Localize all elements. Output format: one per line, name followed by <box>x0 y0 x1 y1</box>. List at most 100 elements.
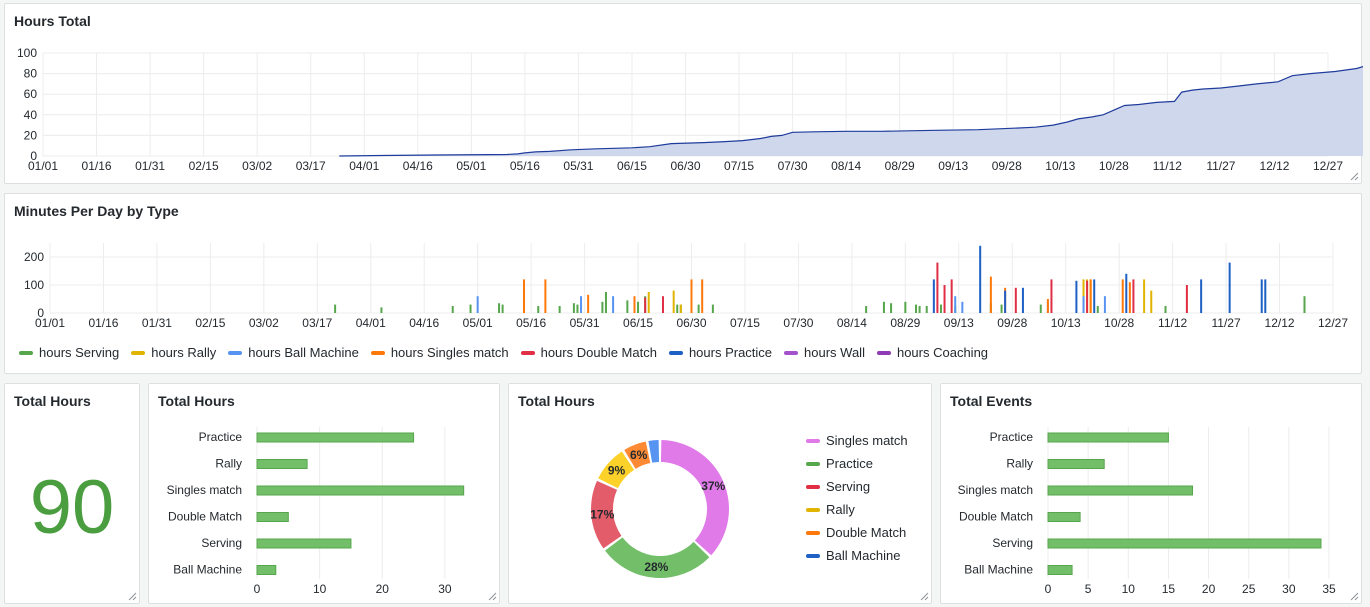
bar <box>580 296 583 313</box>
panel-total-hours-stat[interactable]: Total Hours 90 <box>4 383 140 604</box>
legend-item[interactable]: Double Match <box>806 521 908 544</box>
legend-item[interactable]: hours Practice <box>668 345 773 360</box>
category-label: Serving <box>992 536 1033 550</box>
category-label: Double Match <box>959 510 1033 524</box>
resize-handle-icon[interactable] <box>1349 171 1359 181</box>
legend-item[interactable]: hours Rally <box>131 345 216 360</box>
legend-label: hours Singles match <box>390 345 509 360</box>
legend-item[interactable]: hours Singles match <box>370 345 509 360</box>
category-label: Rally <box>1006 457 1033 471</box>
bar <box>697 304 700 313</box>
total-events-bar-chart[interactable]: 0 5 10 15 20 25 30 35 Practice Rally Singles match… <box>941 384 1363 605</box>
x-tick-label: 12/12 <box>1259 159 1289 173</box>
panel-total-hours-donut[interactable]: Total Hours 37% 28% 17% 9% 6% Singles match P… <box>508 383 932 604</box>
bar <box>672 290 675 313</box>
legend-label: hours Practice <box>688 345 773 360</box>
bar <box>451 306 454 313</box>
legend-label: Double Match <box>826 525 907 540</box>
panel-total-events[interactable]: Total Events 0 5 10 15 20 25 30 35 Practice Rally… <box>940 383 1362 604</box>
bar <box>1125 273 1128 313</box>
category-label: Practice <box>199 430 243 444</box>
x-tick-label: 01/16 <box>82 159 112 173</box>
x-tick-label: 09/28 <box>992 159 1022 173</box>
panel-hours-total[interactable]: Hours Total 01/01 01/16 01/31 02/15 03/02 03/… <box>4 3 1363 185</box>
slice-label: 37% <box>701 479 725 493</box>
legend-label: Practice <box>826 456 873 471</box>
minutes-per-day-chart[interactable]: 01/01 01/16 01/31 02/15 03/02 03/17 04/01 04/16… <box>5 194 1363 334</box>
legend-label: Serving <box>826 479 871 494</box>
y-tick-label: 0 <box>37 306 44 320</box>
panel-title[interactable]: Total Events <box>950 393 1033 409</box>
bar <box>626 300 629 313</box>
x-tick-label: 03/02 <box>242 159 272 173</box>
legend-item[interactable]: hours Wall <box>784 345 865 360</box>
bar <box>256 565 277 575</box>
x-tick-label: 11/27 <box>1206 159 1235 173</box>
bar <box>711 304 714 313</box>
category-label: Serving <box>201 536 242 550</box>
x-tick-label: 05/01 <box>456 159 486 173</box>
bar <box>989 276 992 313</box>
bar <box>1121 279 1124 313</box>
legend-item[interactable]: Ball Machine <box>806 544 908 567</box>
bar <box>1303 296 1306 313</box>
panel-title[interactable]: Minutes Per Day by Type <box>14 203 179 219</box>
category-label: Ball Machine <box>964 563 1033 577</box>
bar <box>1050 279 1053 313</box>
donut-slice <box>660 440 729 556</box>
bar <box>904 301 907 313</box>
y-tick-label: 100 <box>24 278 44 292</box>
legend-label: hours Wall <box>804 345 865 360</box>
total-hours-donut-chart[interactable]: 37% 28% 17% 9% 6% <box>509 384 799 605</box>
bar <box>690 279 693 313</box>
legend-item[interactable]: hours Serving <box>19 345 119 360</box>
bar <box>380 307 383 313</box>
panel-title[interactable]: Hours Total <box>14 13 91 29</box>
y-tick-label: 100 <box>17 46 37 60</box>
x-tick-label: 05/16 <box>510 159 540 173</box>
slice-label: 9% <box>608 464 626 478</box>
bar <box>1047 512 1081 522</box>
panel-title[interactable]: Total Hours <box>518 393 595 409</box>
legend-item[interactable]: hours Ball Machine <box>228 345 359 360</box>
panel-title[interactable]: Total Hours <box>14 393 91 409</box>
x-tick-label: 0 <box>254 582 261 596</box>
x-tick-label: 07/30 <box>783 316 813 330</box>
chart-legend: hours Serving hours Rally hours Ball Machi… <box>19 345 988 360</box>
bar <box>979 245 982 313</box>
legend-label: Rally <box>826 502 855 517</box>
x-tick-label: 07/30 <box>778 159 808 173</box>
resize-handle-icon[interactable] <box>919 591 929 601</box>
bar <box>939 304 942 313</box>
resize-handle-icon[interactable] <box>487 591 497 601</box>
total-hours-bar-chart[interactable]: 0 10 20 30 Practice Rally Singles match Double … <box>149 384 501 605</box>
bar <box>476 296 479 313</box>
x-tick-label: 11/12 <box>1158 316 1187 330</box>
legend-item[interactable]: Serving <box>806 475 908 498</box>
x-tick-label: 10/28 <box>1104 316 1134 330</box>
legend-item[interactable]: Practice <box>806 452 908 475</box>
x-tick-label: 09/13 <box>944 316 974 330</box>
legend-item[interactable]: Rally <box>806 498 908 521</box>
panel-minutes-per-day[interactable]: Minutes Per Day by Type 01/01 01/16 01/31 0… <box>4 193 1362 374</box>
x-tick-label: 02/15 <box>195 316 225 330</box>
legend-item[interactable]: Singles match <box>806 429 908 452</box>
resize-handle-icon[interactable] <box>1349 591 1359 601</box>
panel-title[interactable]: Total Hours <box>158 393 235 409</box>
legend-swatch <box>806 438 820 443</box>
y-tick-label: 20 <box>24 128 38 142</box>
stat-value: 90 <box>29 465 115 550</box>
category-label: Practice <box>990 430 1034 444</box>
bar <box>644 297 647 313</box>
hours-total-chart[interactable]: 01/01 01/16 01/31 02/15 03/02 03/17 04/01 04/16… <box>5 4 1363 185</box>
x-tick-label: 09/13 <box>938 159 968 173</box>
donut-slice <box>598 451 635 489</box>
bar <box>587 294 590 313</box>
x-tick-label: 08/14 <box>831 159 861 173</box>
x-tick-label: 5 <box>1085 582 1092 596</box>
panel-total-hours-bar[interactable]: Total Hours 0 10 20 30 Practice Rally Singles … <box>148 383 500 604</box>
legend-item[interactable]: hours Double Match <box>520 345 657 360</box>
x-tick-label: 09/28 <box>997 316 1027 330</box>
legend-item[interactable]: hours Coaching <box>876 345 988 360</box>
resize-handle-icon[interactable] <box>127 591 137 601</box>
